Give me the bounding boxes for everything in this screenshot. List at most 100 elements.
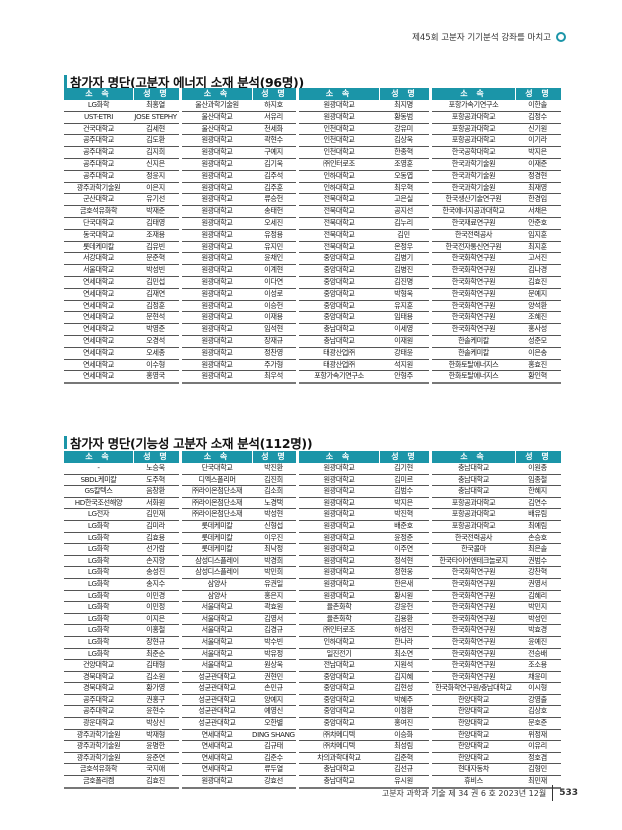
name-cell: 선가람	[146, 544, 165, 554]
table-row: 원광대학교 윤채인	[182, 253, 296, 266]
table-row: 포항공과대학교 김연수	[432, 498, 561, 510]
table-row: 한솔케미칼 성준모	[432, 336, 561, 348]
participants-table-functional: 소 속 성 명 - 노승욱 SBDL케미칼 도주혁 GS칼텍스 음창환 HD한국조선해양 서화원 L…	[64, 451, 561, 789]
affiliation-cell: 한국화학연구원	[451, 625, 496, 635]
name-cell: 김소원	[146, 671, 165, 681]
name-cell: 김선규	[394, 764, 413, 774]
affiliation-cell: 태광산업㈜	[323, 359, 355, 369]
name-cell: 채윤미	[528, 671, 547, 681]
affiliation-cell: 한국화학연구원	[451, 613, 496, 623]
affiliation-cell: 연세대학교	[82, 335, 115, 345]
affiliation-cell: 원광대학교	[201, 347, 233, 357]
table-row: 중앙대학교 유지훈	[299, 301, 429, 313]
name-cell: 하지호	[264, 100, 283, 109]
table-row: 광운대학교 박상신	[64, 718, 179, 730]
name-cell: 정경현	[528, 170, 547, 180]
table-row: 중앙대학교 박형욱	[299, 289, 429, 301]
table-row: 롯데케미칼 최낙정	[182, 544, 296, 556]
table-row: 한국화학연구원 홍사성	[432, 324, 561, 336]
name-cell: 유정용	[264, 229, 283, 239]
name-cell: 한나라	[394, 636, 413, 646]
table-row: UST-ETRI JOSE STEPHY	[64, 112, 179, 124]
name-cell: 박상신	[146, 718, 165, 728]
name-cell: 강효선	[264, 776, 283, 786]
name-cell: 오동엽	[394, 170, 413, 180]
name-cell: 김효용	[146, 532, 165, 542]
name-cell: 김규태	[264, 741, 283, 751]
table-row: 원광대학교 정석현	[299, 556, 429, 568]
table-row: 한국화학연구원 조혜진	[432, 312, 561, 325]
table-row: GS칼텍스 음창환	[64, 486, 179, 498]
affiliation-cell: 단국대학교	[201, 463, 233, 472]
affiliation-cell: 단국대학교	[82, 217, 115, 227]
affiliation-cell: 원광대학교	[323, 555, 355, 565]
name-cell: 손민규	[264, 683, 283, 693]
affiliation-cell: 한국화학연구원	[451, 671, 496, 681]
table-row: 원광대학교 김기욱	[182, 159, 296, 171]
table-row: ㈜라이온첨단소재 김소희	[182, 486, 296, 498]
affiliation-cell: 서울대학교	[201, 648, 233, 658]
name-cell: 최소연	[394, 648, 413, 658]
name-cell: 오세종	[146, 347, 165, 357]
name-cell: 김유빈	[146, 241, 165, 251]
affiliation-cell: 원광대학교	[201, 276, 233, 286]
table-row: 원광대학교 장재규	[182, 336, 296, 348]
name-cell: 박지은	[394, 497, 413, 507]
affiliation-cell: 연세대학교	[201, 729, 233, 739]
table-row: 전북대학교 공지선	[299, 206, 429, 218]
name-cell: 최지명	[394, 100, 413, 109]
affiliation-cell: 롯데케미칼	[201, 532, 233, 542]
table-row: 원광대학교 이다연	[182, 277, 296, 289]
header-affiliation: 소 속	[325, 89, 353, 98]
name-cell: 배준호	[394, 520, 413, 530]
table-row: 성균관대학교 권현민	[182, 672, 296, 684]
affiliation-cell: 한국생산기술연구원	[445, 194, 502, 204]
name-cell: 서채은	[528, 206, 547, 216]
name-cell: 이민경	[146, 590, 165, 600]
affiliation-cell: 원광대학교	[323, 567, 355, 577]
affiliation-cell: LG화학	[87, 648, 110, 658]
affiliation-cell: 충남대학교	[323, 335, 355, 345]
affiliation-cell: 공주대학교	[82, 135, 115, 145]
table-row: 원광대학교 오세진	[182, 218, 296, 230]
name-cell: 김효진	[528, 276, 547, 286]
name-cell: 오경석	[146, 335, 165, 345]
table-row: ㈜라이온첨단소재 노경택	[182, 498, 296, 510]
affiliation-cell: 율촌화학	[326, 602, 352, 612]
name-cell: 권현민	[264, 671, 283, 681]
name-cell: 김진희	[264, 474, 283, 484]
table-row: 한양대학교 문호준	[432, 718, 561, 730]
affiliation-cell: 한국화학연구원	[451, 288, 496, 298]
affiliation-cell: 경북대학교	[82, 683, 115, 693]
name-cell: 김소희	[264, 486, 283, 496]
name-cell: 노승욱	[146, 463, 165, 472]
name-cell: 김효진	[146, 776, 165, 786]
affiliation-cell: 원광대학교	[201, 324, 233, 334]
name-cell: 김정수	[528, 111, 547, 121]
section-title-energy: 참가자 명단(고분자 에너지 소재 분석(96명))	[64, 72, 304, 91]
name-cell: 최지훈	[528, 241, 547, 251]
name-cell: 박영준	[146, 324, 165, 334]
name-cell: 홍영국	[146, 371, 165, 381]
table-row: 원광대학교 한은새	[299, 579, 429, 591]
name-cell: 공지선	[394, 206, 413, 216]
name-cell: 최우석	[264, 371, 283, 381]
affiliation-cell: 롯데케미칼	[82, 241, 115, 251]
table-row: 한국화학연구원 고서진	[432, 253, 561, 266]
name-cell: 조영훈	[394, 158, 413, 168]
circle-bullet-icon	[556, 32, 566, 42]
affiliation-cell: 서울대학교	[201, 602, 233, 612]
column-group: 소 속 성 명 - 노승욱 SBDL케미칼 도주혁 GS칼텍스 음창환 HD한국조선해양 서화원 L…	[64, 451, 179, 789]
affiliation-cell: 연세대학교	[82, 288, 115, 298]
affiliation-cell: 한국화학연구원	[451, 602, 496, 612]
affiliation-cell: 인천대학교	[323, 135, 355, 145]
name-cell: 최민재	[528, 776, 547, 786]
table-row: 원광대학교 이승헌	[182, 301, 296, 313]
affiliation-cell: 원광대학교	[323, 463, 355, 472]
affiliation-cell: 중앙대학교	[323, 671, 355, 681]
table-row: 건양대학교 김태형	[64, 660, 179, 672]
name-cell: 한경임	[528, 194, 547, 204]
affiliation-cell: 한국화학연구원	[451, 324, 496, 334]
name-cell: 고서진	[528, 253, 547, 263]
